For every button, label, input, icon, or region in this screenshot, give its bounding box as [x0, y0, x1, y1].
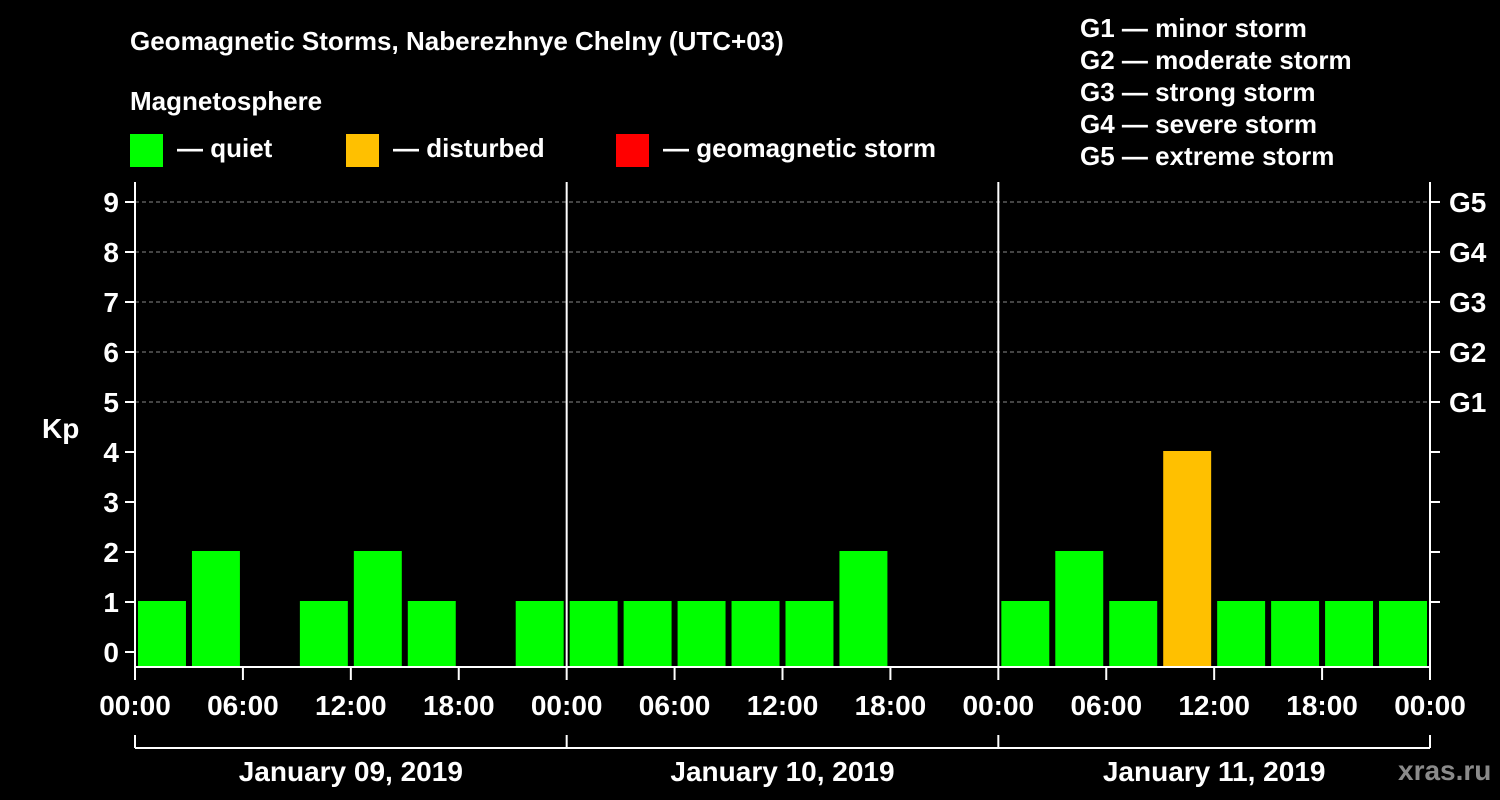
scale-g5: G5 — extreme storm	[1080, 141, 1334, 171]
bar-23	[1379, 601, 1427, 667]
right-tick-label-G4: G4	[1449, 237, 1487, 268]
bar-11	[731, 601, 780, 667]
chart-title: Geomagnetic Storms, Naberezhnye Chelny (…	[130, 26, 784, 56]
x-tick-label-1: 06:00	[207, 690, 279, 721]
x-tick-label-7: 18:00	[855, 690, 927, 721]
x-tick-label-12: 00:00	[1394, 690, 1466, 721]
x-tick-label-11: 18:00	[1286, 690, 1358, 721]
x-tick-label-2: 12:00	[315, 690, 387, 721]
bar-20	[1217, 601, 1266, 667]
y-ticks: 0 1 2 3 4 5 6 7 8 9	[103, 187, 135, 668]
x-tick-label-10: 12:00	[1178, 690, 1250, 721]
y-tick-label-8: 8	[103, 237, 119, 268]
legend-label-storm: — geomagnetic storm	[663, 133, 936, 163]
y-tick-label-9: 9	[103, 187, 119, 218]
legend-label-disturbed: — disturbed	[393, 133, 545, 163]
bar-4	[353, 551, 402, 667]
bar-5	[407, 601, 456, 667]
right-tick-label-G2: G2	[1449, 337, 1486, 368]
x-tick-label-6: 12:00	[747, 690, 819, 721]
x-tick-label-8: 00:00	[963, 690, 1035, 721]
scale-g4: G4 — severe storm	[1080, 109, 1317, 139]
day-labels: January 09, 2019 January 10, 2019 January …	[134, 735, 1431, 787]
y-tick-label-4: 4	[103, 437, 119, 468]
bar-9	[623, 601, 672, 667]
x-tick-label-3: 18:00	[423, 690, 495, 721]
x-tick-label-9: 06:00	[1070, 690, 1142, 721]
x-ticks: 00:00 06:00 12:00 18:00 00:00 06:00 12:00 18:00…	[99, 667, 1466, 721]
day-label-2: January 11, 2019	[1103, 756, 1326, 787]
right-ticks: G1 G2 G3 G4 G5	[1430, 187, 1487, 603]
watermark: xras.ru	[1398, 755, 1491, 786]
bar-10	[677, 601, 726, 667]
bar-21	[1271, 601, 1320, 667]
x-tick-label-4: 00:00	[531, 690, 603, 721]
bar-19	[1163, 451, 1212, 667]
bar-16	[1001, 601, 1050, 667]
bar-12	[785, 601, 834, 667]
scale-g2: G2 — moderate storm	[1080, 45, 1352, 75]
y-tick-label-2: 2	[103, 537, 119, 568]
right-tick-label-G5: G5	[1449, 187, 1486, 218]
scale-g1: G1 — minor storm	[1080, 13, 1307, 43]
bar-13	[839, 551, 888, 667]
axes	[134, 182, 1431, 668]
right-tick-label-G1: G1	[1449, 387, 1486, 418]
y-tick-label-0: 0	[103, 637, 119, 668]
bar-1	[191, 551, 240, 667]
bar-8	[569, 601, 618, 667]
x-tick-label-0: 00:00	[99, 690, 171, 721]
bar-3	[299, 601, 348, 667]
day-label-1: January 10, 2019	[670, 756, 894, 787]
y-tick-label-6: 6	[103, 337, 119, 368]
legend-swatch-disturbed	[346, 134, 379, 167]
x-tick-label-5: 06:00	[639, 690, 711, 721]
right-tick-label-G3: G3	[1449, 287, 1486, 318]
y-tick-label-7: 7	[103, 287, 119, 318]
legend-heading: Magnetosphere	[130, 86, 322, 116]
bar-17	[1055, 551, 1104, 667]
bars	[138, 451, 1427, 667]
y-axis-label: Kp	[42, 413, 79, 444]
y-tick-label-5: 5	[103, 387, 119, 418]
day-label-0: January 09, 2019	[239, 756, 463, 787]
scale-g3: G3 — strong storm	[1080, 77, 1315, 107]
y-tick-label-1: 1	[103, 587, 119, 618]
legend-swatch-quiet	[130, 134, 163, 167]
legend-swatch-storm	[616, 134, 649, 167]
y-tick-label-3: 3	[103, 487, 119, 518]
legend-label-quiet: — quiet	[177, 133, 273, 163]
bar-18	[1109, 601, 1158, 667]
grid-lines	[135, 201, 1430, 403]
bar-7	[515, 601, 564, 667]
bar-0	[138, 601, 186, 667]
bar-22	[1325, 601, 1374, 667]
